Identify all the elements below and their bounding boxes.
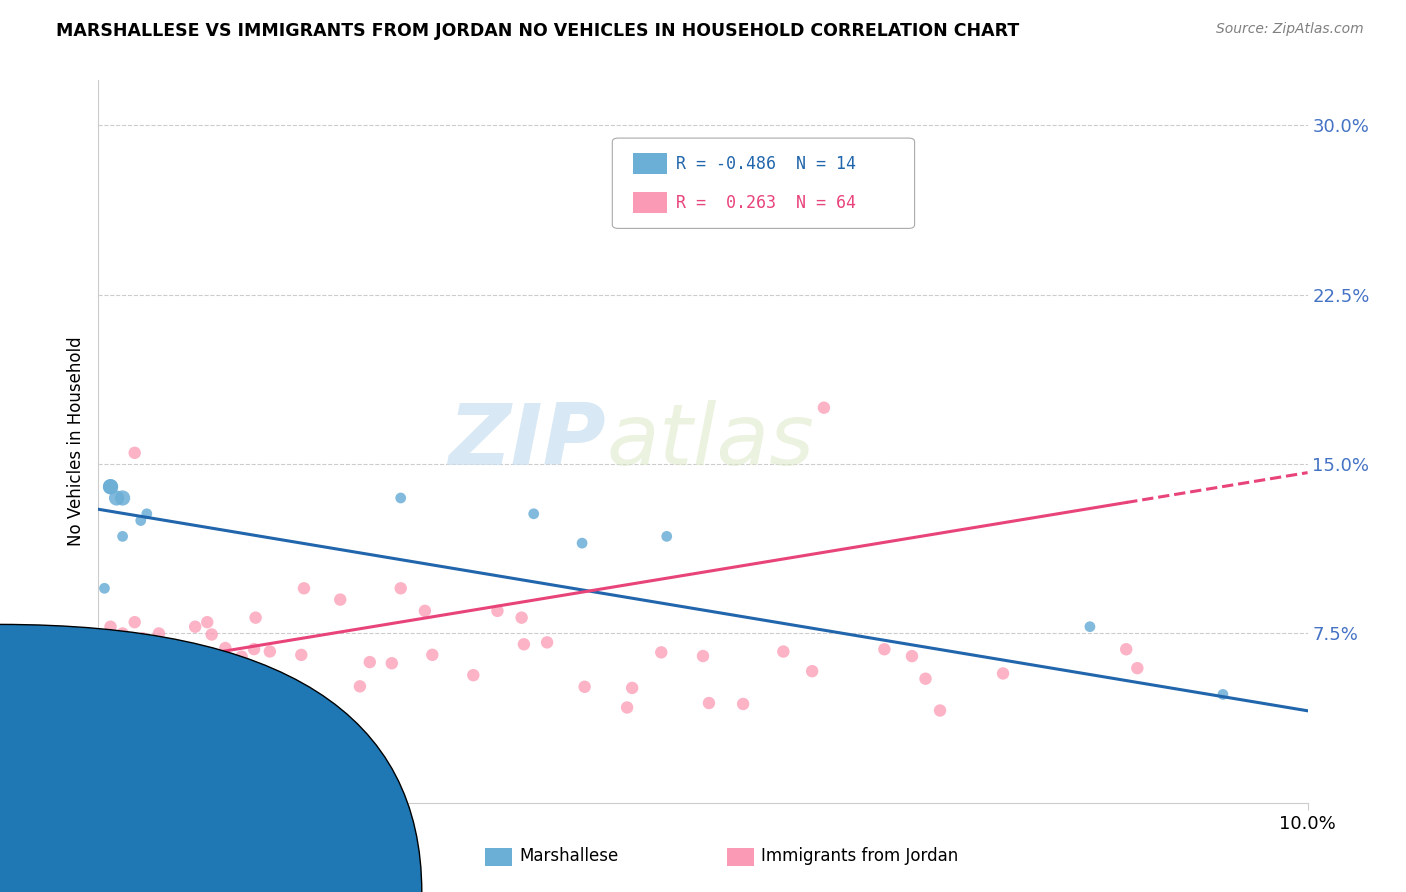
Point [259,644,281,658]
Point [914,672,936,686]
Point [655,529,678,543]
Point [124,702,146,716]
Point [145,644,167,658]
Point [100,677,122,691]
Point [181,663,204,677]
Point [733,697,755,711]
Point [202,694,225,708]
Text: R = -0.486  N = 14: R = -0.486 N = 14 [676,154,856,172]
Point [290,648,312,662]
Point [231,649,253,664]
Bar [633,153,666,174]
Text: Immigrants from Jordan: Immigrants from Jordan [761,847,959,864]
Point [329,592,352,607]
Text: ZIP: ZIP [449,400,606,483]
Point [991,666,1014,681]
Point [1078,620,1101,634]
Point [650,645,672,659]
Point [1126,661,1149,675]
Point [420,648,443,662]
Bar [485,847,512,865]
Point [1115,642,1137,657]
Point [93,582,115,596]
Point [813,401,835,415]
Point [131,632,153,646]
Point [124,446,146,460]
Point [100,480,122,494]
Point [87,633,110,648]
Point [359,655,381,669]
Point [93,648,115,663]
Bar [727,847,754,865]
Point [195,615,218,630]
Point [111,491,134,505]
Text: MARSHALLESE VS IMMIGRANTS FROM JORDAN NO VEHICLES IN HOUSEHOLD CORRELATION CHART: MARSHALLESE VS IMMIGRANTS FROM JORDAN NO… [56,22,1019,40]
Point [226,699,249,714]
Point [571,536,593,550]
Text: Marshallese: Marshallese [519,847,619,864]
Point [111,626,134,640]
Point [616,700,638,714]
Point [240,699,263,714]
Text: R =  0.263  N = 64: R = 0.263 N = 64 [676,194,856,211]
Point [413,604,436,618]
Point [463,668,485,682]
Point [536,635,558,649]
Point [692,648,714,663]
Point [621,681,644,695]
Text: atlas: atlas [606,400,814,483]
Point [254,677,277,691]
Bar [633,193,666,212]
Point [523,507,546,521]
Point [389,491,412,505]
Point [201,705,224,719]
Point [100,620,122,634]
Point [214,641,236,656]
Point [292,582,315,596]
Point [135,507,157,521]
Point [201,627,224,641]
Point [124,634,146,648]
Point [697,696,720,710]
Point [510,610,533,624]
Point [243,642,266,657]
FancyBboxPatch shape [613,138,915,228]
Point [100,480,122,494]
Point [110,629,132,643]
Point [111,529,134,543]
Point [929,703,952,717]
Point [381,657,404,671]
Point [129,680,152,694]
Point [184,620,207,634]
Point [1212,687,1234,701]
Point [138,640,160,654]
Point [105,491,128,505]
Point [389,582,412,596]
Point [801,664,824,678]
Point [124,615,146,630]
Point [772,644,794,658]
Y-axis label: No Vehicles in Household: No Vehicles in Household [66,336,84,547]
Point [146,684,169,698]
Point [901,649,924,664]
Point [139,690,162,704]
Point [631,186,654,201]
Point [98,683,121,698]
Point [97,658,120,673]
Point [148,626,170,640]
Point [873,642,896,657]
Point [90,698,112,713]
Point [173,690,195,704]
Point [486,604,509,618]
Point [184,644,207,658]
Point [156,696,179,710]
Point [574,680,596,694]
Point [89,674,111,689]
Point [513,637,536,651]
Point [129,514,152,528]
Text: Source: ZipAtlas.com: Source: ZipAtlas.com [1216,22,1364,37]
Point [97,632,120,647]
Point [349,679,371,693]
Point [245,610,267,624]
